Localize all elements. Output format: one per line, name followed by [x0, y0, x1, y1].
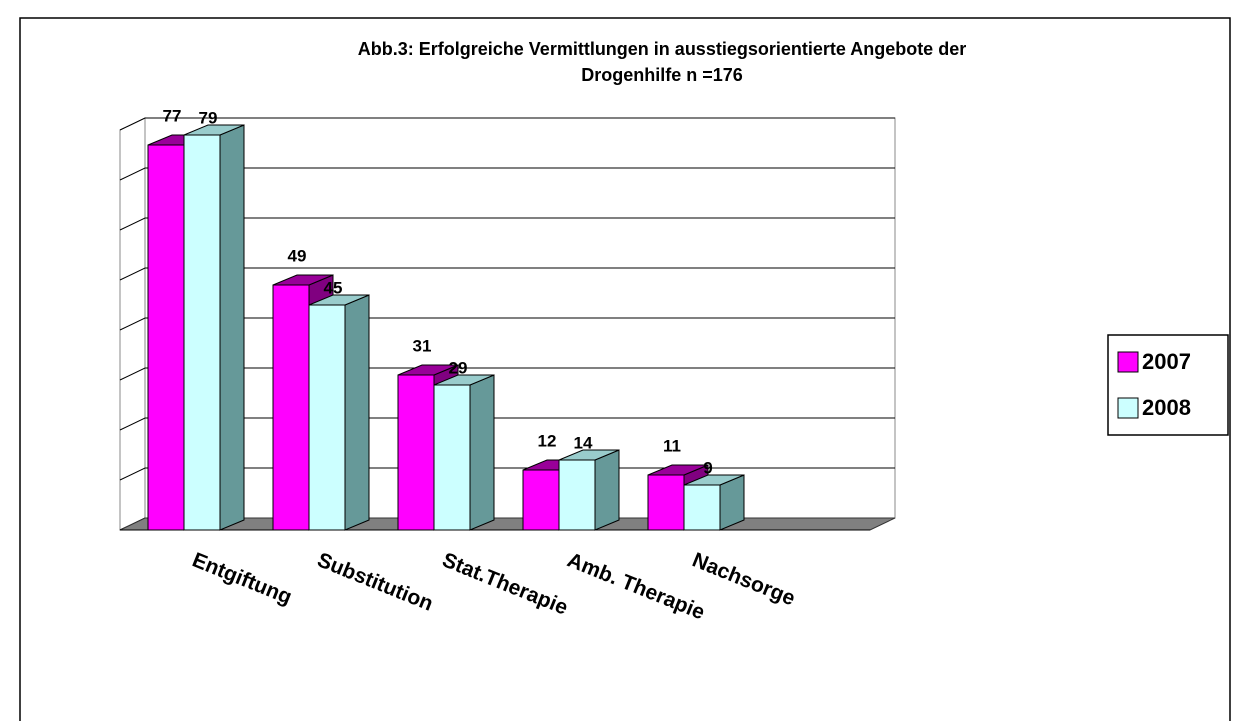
bar: [272, 284, 310, 531]
bar: [308, 304, 346, 531]
bar: [433, 384, 471, 531]
bar: [683, 484, 721, 531]
grid-line: [119, 217, 895, 231]
bar-side: [219, 124, 245, 531]
grid-line: [119, 317, 895, 331]
data-label: 31: [413, 336, 432, 355]
grid-line: [119, 267, 895, 281]
chart-title: Drogenhilfe n =176: [581, 65, 743, 85]
legend-label: 2008: [1142, 395, 1191, 420]
grid-line: [119, 117, 895, 131]
bar: [522, 469, 560, 531]
grid-line: [119, 367, 895, 381]
bar-side: [469, 374, 495, 531]
grid-line: [119, 167, 895, 181]
legend-swatch: [1117, 351, 1139, 373]
chart-title: Abb.3: Erfolgreiche Vermittlungen in aus…: [358, 39, 966, 59]
data-label: 9: [703, 458, 712, 477]
legend-label: 2007: [1142, 349, 1191, 374]
data-label: 29: [449, 358, 468, 377]
data-label: 77: [163, 106, 182, 125]
bar: [558, 459, 596, 531]
data-label: 45: [324, 278, 343, 297]
grid-line: [119, 467, 895, 481]
legend-swatch: [1117, 397, 1139, 419]
data-label: 14: [574, 433, 593, 452]
data-label: 79: [199, 108, 218, 127]
data-label: 12: [538, 431, 557, 450]
bar-side: [594, 449, 620, 531]
data-label: 11: [663, 436, 681, 455]
bar: [647, 474, 685, 531]
data-label: 49: [288, 246, 307, 265]
bar: [147, 144, 185, 531]
bar-side: [344, 294, 370, 531]
grid-line: [119, 417, 895, 431]
bar: [183, 134, 221, 531]
bar: [397, 374, 435, 531]
